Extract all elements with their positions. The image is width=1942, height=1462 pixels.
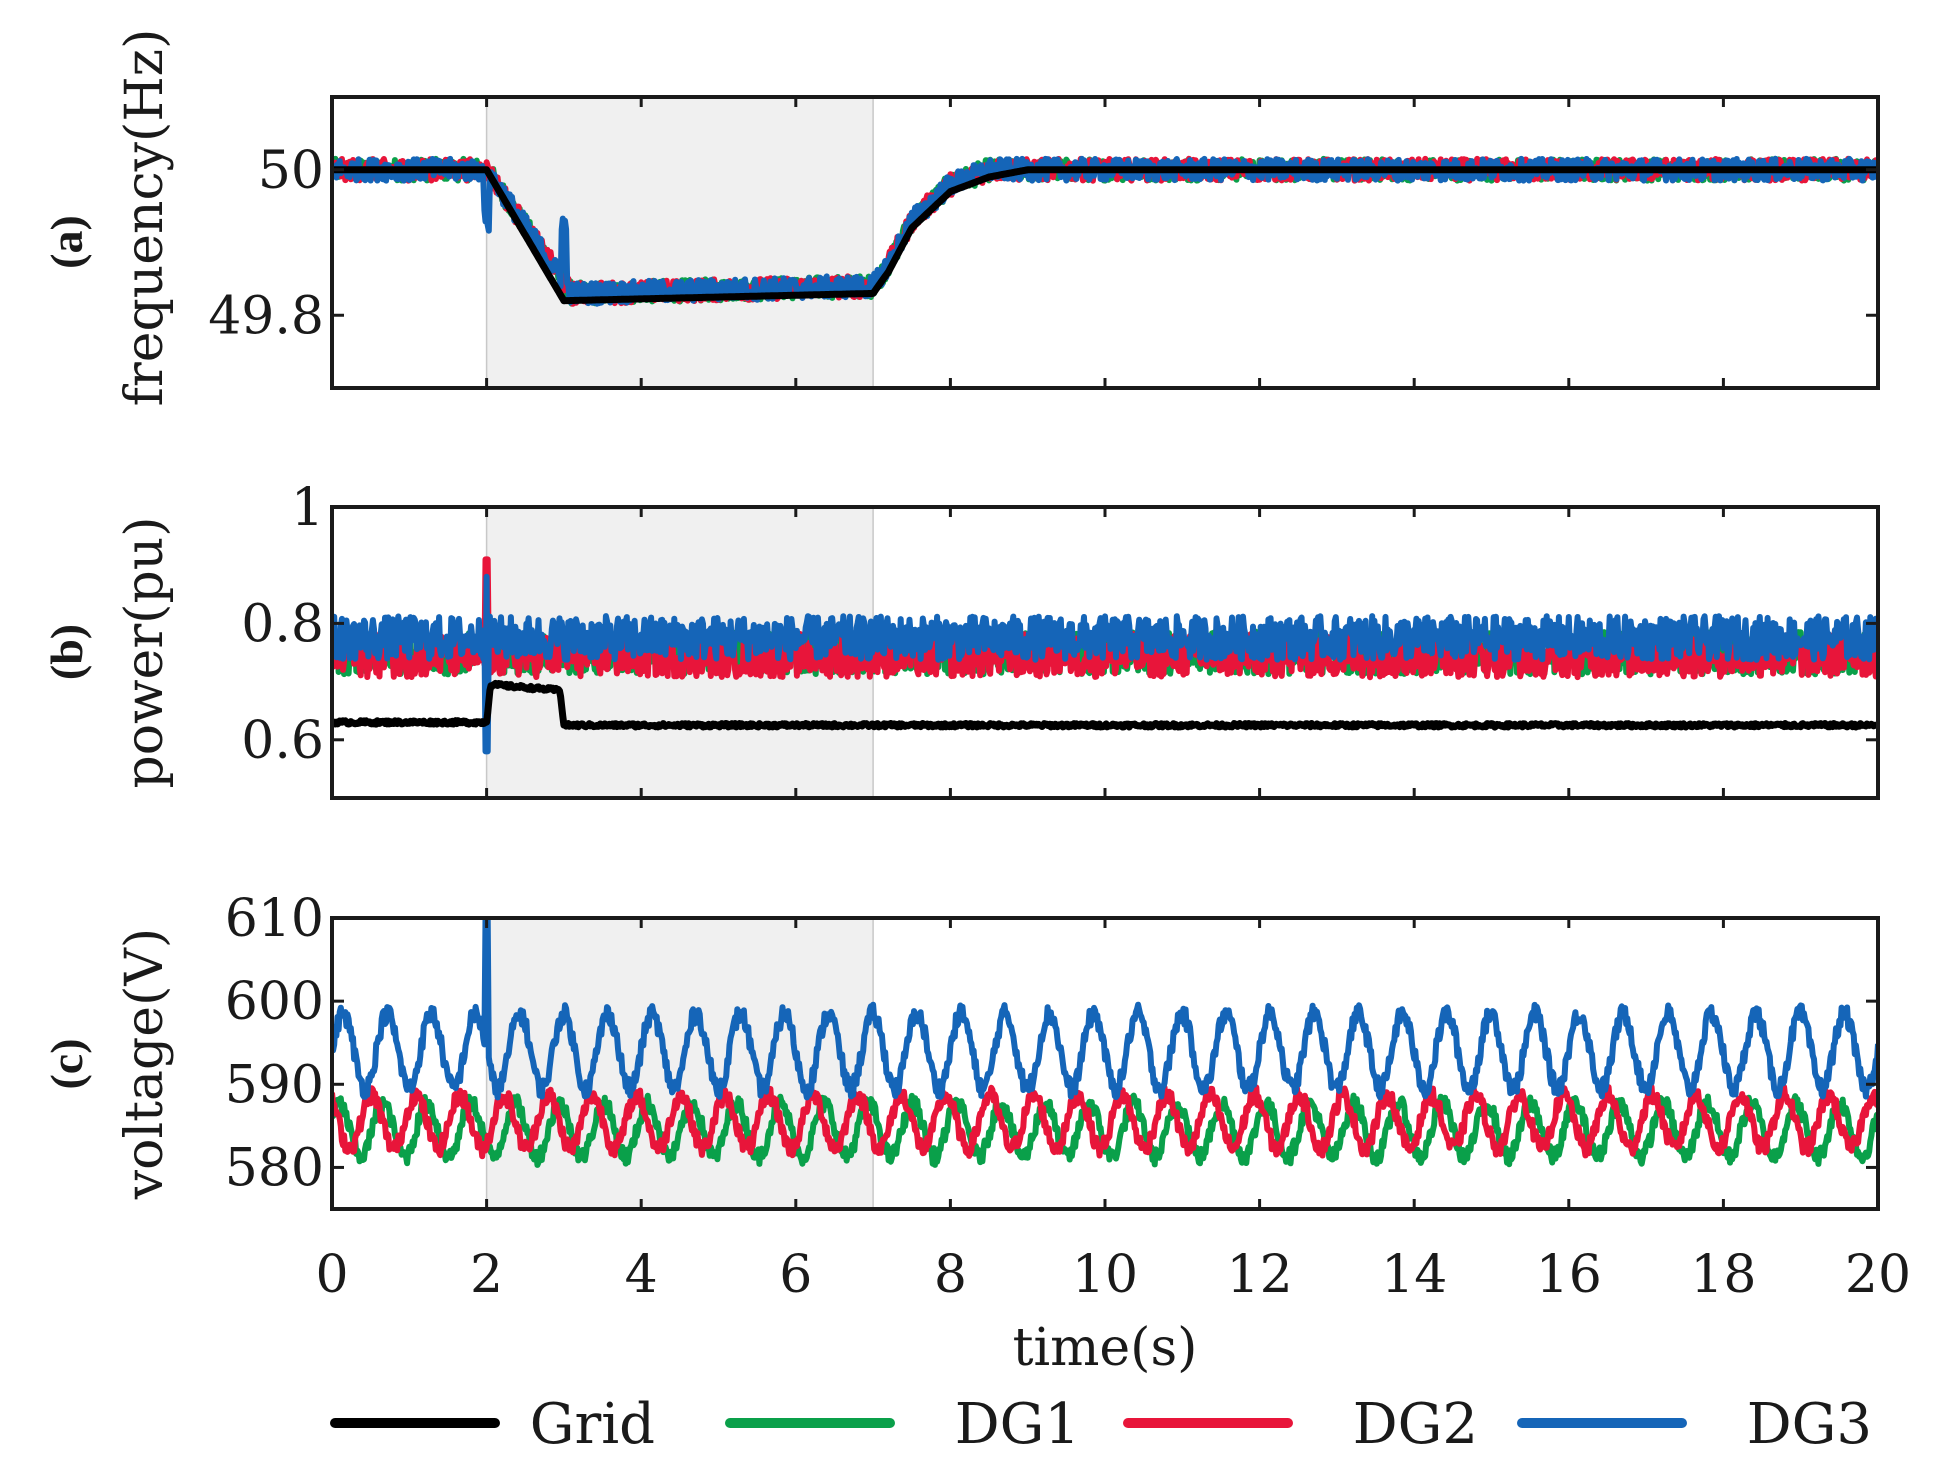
y-tick-label: 0.6: [241, 711, 324, 771]
x-tick-label: 10: [1072, 1245, 1138, 1305]
legend-label: DG2: [1353, 1392, 1478, 1457]
x-tick-label: 14: [1381, 1245, 1447, 1305]
legend-item-dg2: DG2: [1123, 1392, 1478, 1457]
y-tick-label: 590: [225, 1055, 324, 1115]
series-grid-line: [332, 166, 1878, 305]
x-tick-label: 0: [315, 1245, 348, 1305]
legend-item-grid: Grid: [330, 1392, 655, 1457]
legend-label: Grid: [530, 1392, 655, 1457]
x-tick-label: 20: [1845, 1245, 1911, 1305]
y-axis-label: voltage(V): [115, 928, 175, 1200]
series-dg3-line: [332, 573, 1878, 755]
x-tick-label: 6: [779, 1245, 812, 1305]
x-axis-label: time(s): [1013, 1318, 1198, 1378]
legend-item-dg1: DG1: [725, 1392, 1080, 1457]
panel-2: 0.6 0.8 1 power(pu) (b): [41, 478, 1880, 800]
x-tick-label: 16: [1536, 1245, 1602, 1305]
y-tick-label: 580: [225, 1138, 324, 1198]
series-grid-line: [332, 679, 1878, 731]
legend-label: DG1: [955, 1392, 1080, 1457]
panel-tag: (c): [41, 1038, 92, 1089]
series-dg3-line: [332, 155, 1878, 307]
series-dg1-line: [332, 1092, 1878, 1168]
panel-1: 49.8 50 frequency(Hz) (a): [41, 29, 1880, 407]
y-tick-label: 49.8: [208, 286, 324, 346]
panel-tag: (b): [41, 624, 92, 680]
panel-3: 580 590 600 610 voltage(V) (c): [41, 889, 1880, 1211]
y-tick-label: 50: [258, 141, 324, 201]
y-tick-label: 600: [225, 972, 324, 1032]
x-tick-label: 8: [934, 1245, 967, 1305]
shaded-interval: [485, 96, 874, 389]
legend-label: DG3: [1747, 1392, 1872, 1457]
panel-tag: (a): [41, 215, 92, 269]
y-tick-label: 610: [225, 889, 324, 949]
x-tick-label: 2: [470, 1245, 503, 1305]
x-tick-label: 18: [1690, 1245, 1756, 1305]
x-axis: 0 2 4 6 8 10 12 14 16 18 20 time(s): [315, 1245, 1911, 1378]
legend-item-dg3: DG3: [1517, 1392, 1872, 1457]
series-dg3-line: [332, 918, 1878, 1101]
y-axis-label: frequency(Hz): [115, 29, 175, 407]
y-tick-label: 0.8: [241, 594, 324, 654]
x-tick-label: 12: [1227, 1245, 1293, 1305]
y-tick-label: 1: [291, 478, 324, 538]
y-axis-label: power(pu): [115, 516, 175, 788]
panels: 49.8 50 frequency(Hz) (a) 0.6 0.8 1 power(pu) (b…: [41, 29, 1880, 1211]
x-tick-label: 4: [625, 1245, 658, 1305]
legend: Grid DG1 DG2 DG3: [330, 1392, 1872, 1457]
